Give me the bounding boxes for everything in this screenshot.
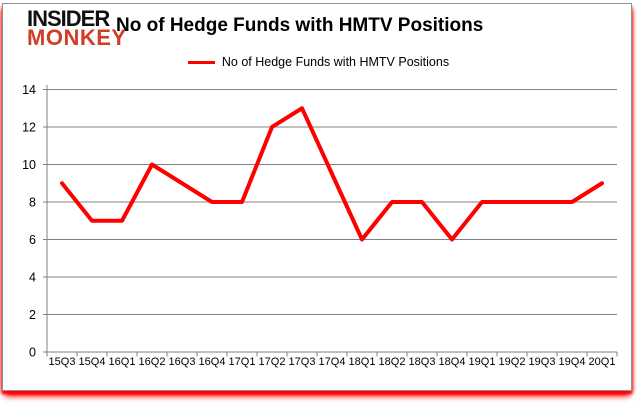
x-axis-label: 17Q4 <box>319 356 346 368</box>
chart-legend: No of Hedge Funds with HMTV Positions <box>0 55 637 69</box>
y-axis-label: 0 <box>29 346 36 360</box>
legend-line-swatch-icon <box>187 60 215 64</box>
x-axis-label: 16Q3 <box>169 356 196 368</box>
logo-monkey-text: MONKEY <box>27 25 127 51</box>
series-line <box>60 106 604 242</box>
y-axis-label: 14 <box>22 83 36 97</box>
x-axis-label: 20Q1 <box>589 356 616 368</box>
chart-title: No of Hedge Funds with HMTV Positions <box>116 15 484 36</box>
x-axis-label: 19Q3 <box>529 356 556 368</box>
x-axis-label: 19Q2 <box>499 356 526 368</box>
insider-monkey-logo: INSIDER MONKEY <box>27 6 127 51</box>
x-axis-label: 17Q3 <box>289 356 316 368</box>
x-axis-label: 15Q3 <box>49 356 76 368</box>
y-axis-label: 2 <box>29 308 36 322</box>
x-axis-label: 16Q4 <box>199 356 226 368</box>
x-axis-label: 17Q1 <box>229 356 256 368</box>
x-axis-label: 19Q1 <box>469 356 496 368</box>
x-axis-label: 18Q3 <box>409 356 436 368</box>
logo-insider-text: INSIDER <box>27 6 110 31</box>
y-axis-label: 8 <box>29 196 36 210</box>
legend-series-label: No of Hedge Funds with HMTV Positions <box>221 55 450 69</box>
x-axis-label: 18Q1 <box>349 356 376 368</box>
y-axis-label: 10 <box>22 158 36 172</box>
x-axis-label: 18Q2 <box>379 356 406 368</box>
x-axis-label: 16Q1 <box>109 356 136 368</box>
y-axis-label: 6 <box>29 233 36 247</box>
x-axis-label: 18Q4 <box>439 356 466 368</box>
y-axis-label: 4 <box>29 271 36 285</box>
x-axis-label: 19Q4 <box>559 356 586 368</box>
y-axis-label: 12 <box>22 121 36 135</box>
x-axis-label: 16Q2 <box>139 356 166 368</box>
chart-frame <box>2 3 632 391</box>
x-axis-label: 17Q2 <box>259 356 286 368</box>
x-axis-label: 15Q4 <box>79 356 106 368</box>
